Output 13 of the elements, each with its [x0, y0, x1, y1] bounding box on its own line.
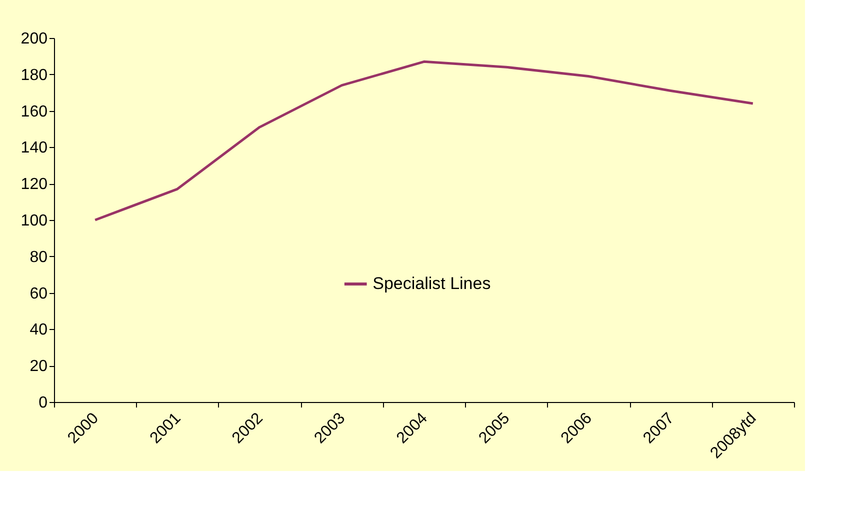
y-tick-label: 40	[30, 322, 48, 339]
y-tick-label: 160	[20, 103, 48, 120]
line-series	[94, 60, 754, 222]
y-tick-label: 120	[20, 176, 48, 194]
y-tick-label: 100	[20, 212, 48, 230]
y-tick-label: 60	[30, 285, 48, 302]
y-tick-label: 0	[38, 394, 48, 412]
y-tick-label: 180	[20, 66, 48, 84]
y-tick-label: 200	[20, 30, 48, 48]
y-tick-label: 80	[30, 248, 48, 266]
y-tick-label: 140	[20, 140, 48, 157]
legend-label: Specialist Lines	[372, 274, 491, 293]
y-tick-label: 20	[30, 358, 48, 376]
